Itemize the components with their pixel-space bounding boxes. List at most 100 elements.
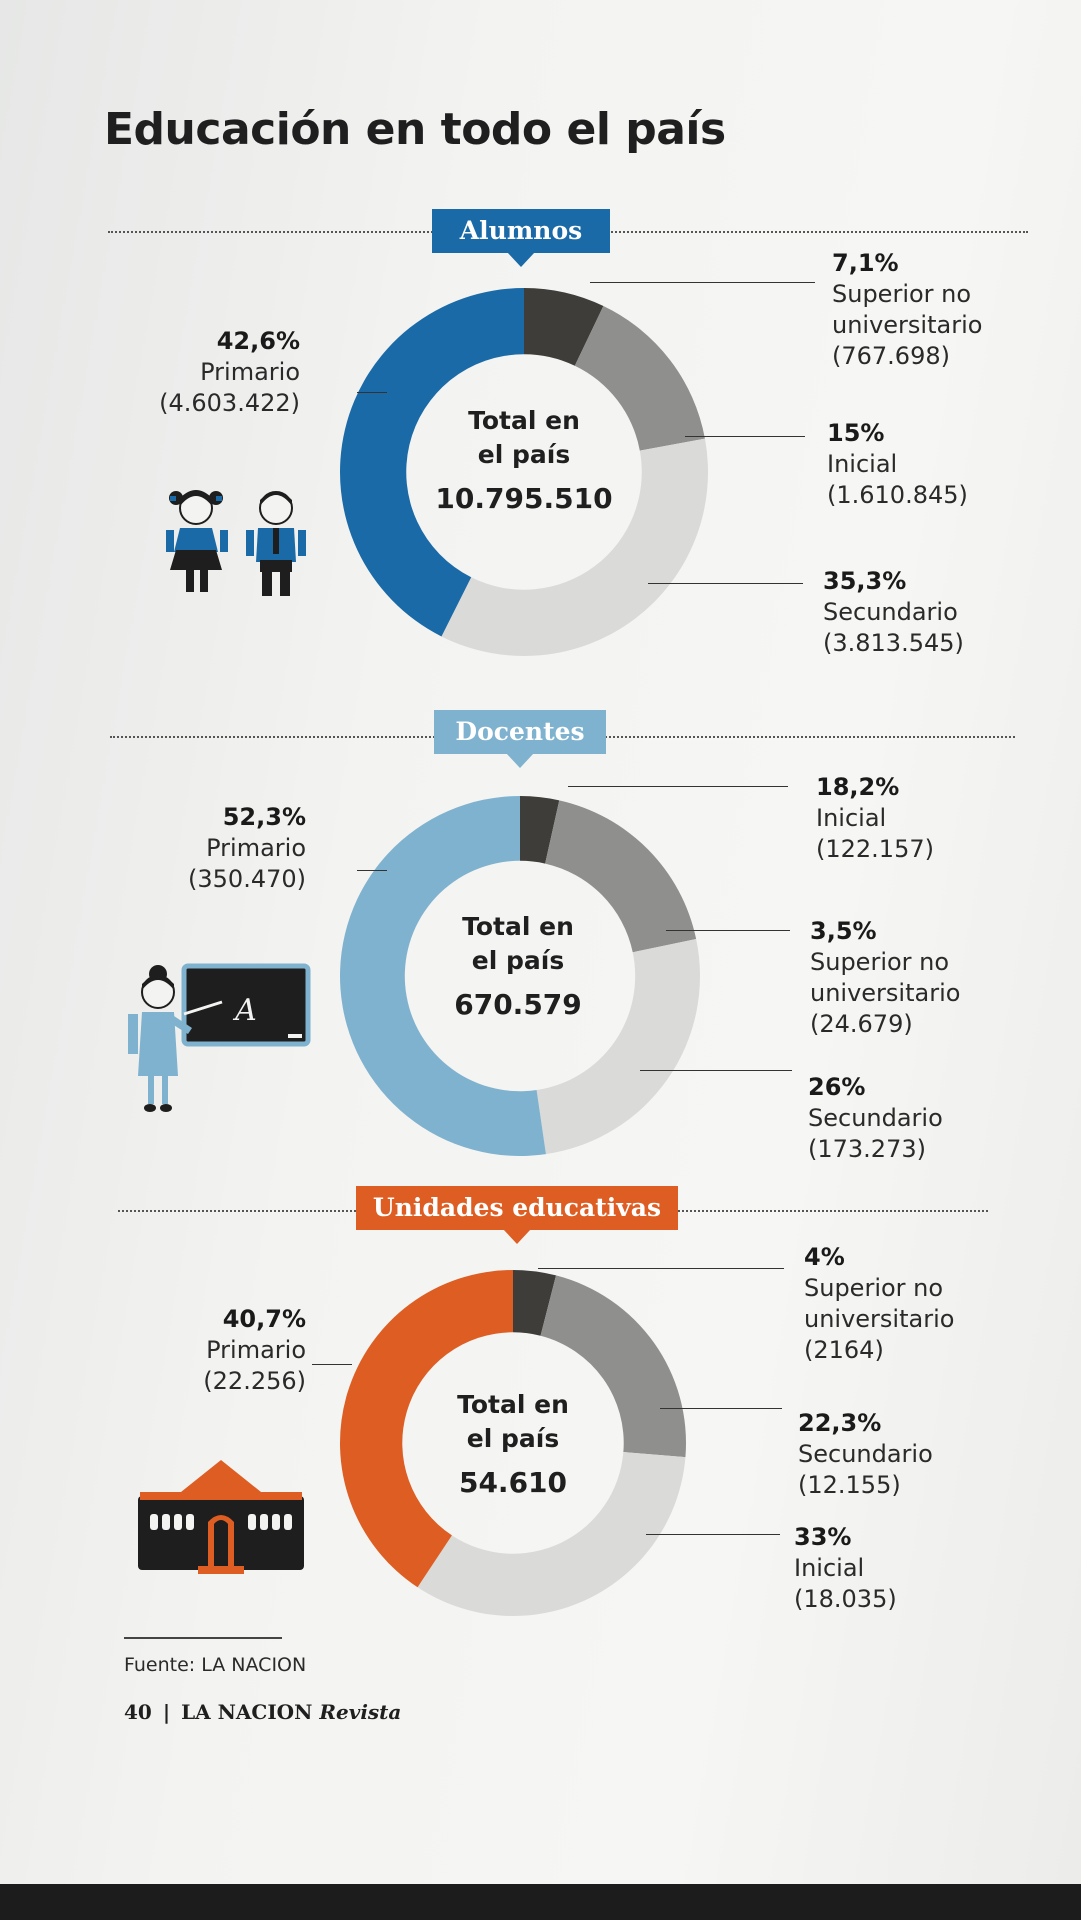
slice-count: (3.813.545)	[823, 629, 964, 657]
slice-percent: 35,3%	[823, 567, 907, 595]
page-number: 40	[124, 1700, 152, 1724]
leader-line	[660, 1408, 782, 1409]
slice-percent: 26%	[808, 1073, 866, 1101]
section-tag-docentes: Docentes	[434, 710, 606, 768]
slice-count: (24.679)	[810, 1010, 913, 1038]
page-folio: 40 | LA NACION Revista	[124, 1700, 401, 1724]
leader-line	[568, 786, 788, 787]
donut-slice-superior-no-universitario	[524, 288, 604, 366]
slice-label-inicial: 15% Inicial (1.610.845)	[827, 418, 968, 511]
slice-name: Superior no	[810, 948, 950, 976]
donut-slice-primario	[340, 288, 524, 637]
leader-line	[646, 1534, 780, 1535]
slice-label-superior: 4% Superior no universitario (2164)	[804, 1242, 954, 1366]
section-tag-alumnos: Alumnos	[432, 209, 610, 267]
leader-line	[357, 870, 387, 871]
section-tag-label: Docentes	[455, 717, 585, 746]
slice-name: Inicial	[816, 804, 887, 832]
donut-slice-secundario	[540, 1275, 686, 1458]
donut-slice-inicial	[545, 800, 697, 953]
donut-slice-primario	[339, 796, 546, 1156]
students-icon	[166, 490, 306, 596]
donut-chart-alumnos	[340, 288, 708, 656]
slice-percent: 52,3%	[222, 803, 306, 831]
section-unidades: Unidades educativas Total en el país 54.…	[0, 1186, 1081, 1686]
folio-separator: |	[162, 1700, 171, 1724]
donut-chart-docentes	[339, 796, 700, 1156]
slice-percent: 4%	[804, 1243, 845, 1271]
slice-count: (4.603.422)	[159, 389, 300, 417]
slice-label-secundario: 35,3% Secundario (3.813.545)	[823, 566, 964, 659]
slice-count: (350.470)	[188, 865, 306, 893]
footer-rule	[124, 1637, 282, 1639]
slice-name: Superior no	[804, 1274, 944, 1302]
donut-chart-unidades	[340, 1270, 686, 1616]
slice-count: (122.157)	[816, 835, 934, 863]
chalkboard-letter: A	[232, 993, 257, 1028]
slice-label-inicial: 18,2% Inicial (122.157)	[816, 772, 934, 865]
section-tag-unidades: Unidades educativas	[356, 1186, 678, 1244]
slice-percent: 22,3%	[798, 1409, 882, 1437]
slice-name: universitario	[832, 311, 983, 339]
slice-percent: 42,6%	[216, 327, 300, 355]
slice-percent: 40,7%	[222, 1305, 306, 1333]
leader-line	[590, 282, 815, 283]
slice-percent: 3,5%	[810, 917, 877, 945]
slice-count: (767.698)	[832, 342, 950, 370]
donut-slice-inicial	[574, 306, 705, 451]
leader-line	[312, 1364, 352, 1365]
center-total-value: 10.795.510	[435, 482, 613, 515]
chart-center-docentes: Total en el país 670.579	[388, 910, 648, 1021]
chart-center-unidades: Total en el país 54.610	[383, 1388, 643, 1499]
teacher-icon: A	[128, 963, 311, 1112]
slice-count: (1.610.845)	[827, 481, 968, 509]
leader-line	[685, 436, 805, 437]
slice-name: universitario	[804, 1305, 955, 1333]
section-alumnos: Alumnos Total en el país 10.795.510 7,1%…	[0, 200, 1081, 700]
slice-label-primario: 40,7% Primario (22.256)	[146, 1304, 306, 1397]
slice-name: Inicial	[794, 1554, 865, 1582]
center-label-line2: el país	[477, 440, 571, 469]
slice-label-superior: 7,1% Superior no universitario (767.698)	[832, 248, 982, 372]
page-edge	[0, 1884, 1081, 1920]
school-building-icon	[138, 1460, 304, 1574]
center-label-line2: el país	[471, 946, 565, 975]
leader-line	[648, 583, 803, 584]
leader-line	[538, 1268, 784, 1269]
center-total-value: 54.610	[458, 1466, 568, 1499]
donut-slice-primario	[340, 1270, 513, 1588]
section-tag-label: Unidades educativas	[372, 1193, 662, 1222]
donut-slice-superior-no-universitario	[520, 796, 560, 864]
leader-line	[640, 1070, 792, 1071]
page-title: Educación en todo el país	[104, 104, 726, 155]
slice-name: Superior no	[832, 280, 972, 308]
section-docentes: Docentes Total en el país 670.579 18,2% …	[0, 706, 1081, 1206]
donut-slice-inicial	[417, 1452, 686, 1616]
center-label-line1: Total en	[462, 912, 574, 941]
slice-percent: 15%	[827, 419, 885, 447]
slice-count: (18.035)	[794, 1585, 897, 1613]
slice-count: (22.256)	[203, 1367, 306, 1395]
folio-brand: LA NACION	[181, 1700, 313, 1724]
center-total-value: 670.579	[454, 988, 582, 1021]
slice-percent: 18,2%	[816, 773, 900, 801]
slice-label-primario: 42,6% Primario (4.603.422)	[140, 326, 300, 419]
source-note: Fuente: LA NACION	[124, 1654, 307, 1676]
chart-center-alumnos: Total en el país 10.795.510	[394, 404, 654, 515]
donut-slice-secundario	[441, 438, 708, 656]
slice-name: Primario	[200, 358, 300, 386]
slice-label-superior: 3,5% Superior no universitario (24.679)	[810, 916, 960, 1040]
leader-line	[666, 930, 790, 931]
slice-name: universitario	[810, 979, 961, 1007]
slice-label-primario: 52,3% Primario (350.470)	[146, 802, 306, 895]
slice-name: Secundario	[808, 1104, 943, 1132]
leader-line	[357, 392, 387, 393]
folio-magazine: Revista	[319, 1700, 402, 1724]
slice-count: (173.273)	[808, 1135, 926, 1163]
slice-name: Primario	[206, 834, 306, 862]
donut-slice-superior-no-universitario	[513, 1270, 557, 1336]
donut-slice-secundario	[536, 938, 700, 1155]
slice-name: Inicial	[827, 450, 898, 478]
slice-count: (2164)	[804, 1336, 884, 1364]
